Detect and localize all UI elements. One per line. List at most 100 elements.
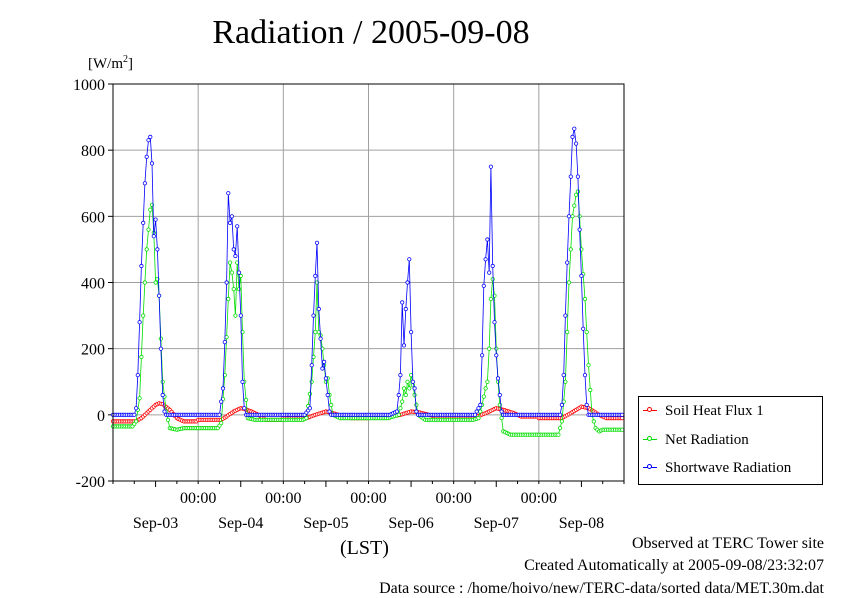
series-point-2 [327,409,332,414]
legend-label: Net Radiation [665,431,749,448]
series-point-2 [577,227,582,232]
series-point-2 [584,402,589,407]
x-date-label: Sep-06 [388,515,433,532]
series-point-1 [398,406,403,411]
series-point-2 [582,372,588,378]
series-point-2 [220,386,226,391]
series-point-2 [483,257,488,262]
series-point-1 [329,402,334,407]
series-point-2 [235,224,240,229]
series-point-2 [563,313,568,318]
series-point-1 [396,412,401,417]
series-point-1 [307,391,312,396]
series-point-1 [165,417,171,422]
y-tick-label: 400 [81,276,105,293]
series-point-1 [565,329,570,335]
series-point-1 [478,409,483,414]
legend-marker-red [643,406,657,416]
series-point-2 [488,164,493,169]
series-point-1 [141,313,146,318]
footer-source: Data source : /home/hoivo/new/TERC-data/… [379,580,824,597]
series-point-2 [142,181,147,186]
legend-item-shortwave-radiation: Shortwave Radiation [643,457,791,479]
series-point-1 [485,379,490,384]
series-point-2 [153,217,158,222]
x-time-label: 00:00 [521,490,557,507]
series-point-2 [222,339,227,345]
series-line-1 [113,190,623,436]
x-date-label: Sep-03 [133,515,178,532]
series-point-2 [620,412,625,417]
series-point-2 [403,306,408,312]
series-point-2 [490,263,495,269]
y-unit-base: [W/m [88,56,123,72]
series-point-2 [162,409,167,414]
series-point-2 [139,263,144,269]
series-point-2 [231,247,236,252]
legend-marker-green [643,435,657,445]
series-point-2 [135,372,140,378]
legend: Soil Heat Flux 1 Net Radiation Shortwave… [638,396,823,485]
series-point-2 [485,237,490,242]
series-point-2 [479,353,485,358]
series-point-2 [233,253,238,259]
series-point-1 [146,227,151,232]
series-point-1 [244,397,249,402]
series-point-2 [494,353,499,358]
x-date-label: Sep-08 [559,515,604,532]
series-point-2 [497,392,502,398]
series-point-2 [318,336,323,341]
series-point-2 [236,270,242,275]
series-point-2 [146,138,151,143]
series-point-1 [236,286,242,292]
series-point-1 [240,329,245,335]
x-date-label: Sep-04 [218,515,263,532]
series-point-2 [157,293,162,298]
series-point-2 [141,220,146,225]
series-point-2 [314,240,320,245]
series-point-1 [224,334,229,340]
series-point-2 [412,386,417,391]
series-point-2 [134,406,139,411]
series-point-1 [563,379,568,384]
x-axis-unit: (LST) [340,537,389,559]
x-time-label: 00:00 [265,490,301,507]
series-point-2 [575,174,581,179]
series-point-2 [309,363,314,368]
series-point-2 [581,326,586,331]
x-time-label: 00:00 [180,490,216,507]
x-time-label: 00:00 [435,490,471,507]
legend-marker-blue [643,463,657,473]
series-point-2 [414,409,419,414]
series-point-2 [316,306,321,312]
series-point-2 [487,270,492,275]
series-point-1 [559,419,565,424]
series-point-1 [568,247,573,252]
series-point-2 [394,409,399,414]
series-point-2 [311,313,316,318]
series-point-2 [474,409,479,414]
series-point-2 [570,134,575,139]
series-point-1 [407,386,412,391]
series-point-2 [499,409,504,414]
series-point-1 [401,386,407,391]
series-point-1 [591,419,596,424]
series-point-1 [219,420,224,426]
series-point-2 [155,247,160,252]
series-point-1 [586,363,591,368]
series-point-2 [481,283,486,288]
footer-observed: Observed at TERC Tower site [631,535,824,552]
plot-frame [112,83,625,482]
legend-label: Soil Heat Flux 1 [665,402,764,419]
chart-title: Radiation / 2005-09-08 [212,14,530,51]
series-point-1 [153,280,158,285]
series-point-1 [137,396,142,401]
series-point-1 [582,296,588,302]
series-point-1 [414,402,419,407]
series-point-1 [231,286,236,292]
series-point-1 [403,392,408,398]
y-unit-close: ] [128,56,133,72]
series-point-0 [620,415,625,421]
series-point-1 [304,415,309,421]
